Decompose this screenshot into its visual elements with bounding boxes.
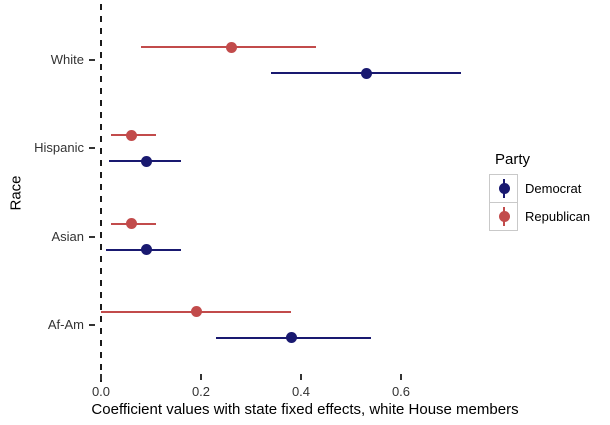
x-tick-label: 0.6 [391,384,411,399]
x-tick-label: 0.4 [291,384,311,399]
y-axis-tick [89,236,95,238]
legend: Party Democrat Republican [489,151,590,231]
point-estimate-republican-asian [125,218,137,230]
x-tick-label: 0.0 [91,384,111,399]
point-estimate-democrat-hispanic [140,155,152,167]
x-axis-tick [200,374,202,380]
legend-key [489,202,518,231]
legend-entry-republican: Republican [489,202,590,231]
x-tick-label: 0.2 [191,384,211,399]
legend-key [489,174,518,203]
legend-label: Democrat [525,181,582,196]
point-estimate-democrat-af-am [285,332,297,344]
x-axis-tick [300,374,302,380]
point-estimate-democrat-asian [140,244,152,256]
point-estimate-democrat-white [360,67,372,79]
point-glyph-icon [499,211,510,222]
x-axis-tick [400,374,402,380]
zero-reference-line [100,4,102,383]
y-axis-title: Race [7,175,25,211]
y-category-label-afam: Af-Am [47,317,84,332]
y-axis-tick [89,324,95,326]
x-axis-tick [100,374,102,380]
point-glyph-icon [499,183,510,194]
x-axis-title: Coefficient values with state fixed effe… [91,401,519,418]
y-category-label-hispanic: Hispanic [34,140,84,155]
point-estimate-republican-hispanic [125,129,137,141]
legend-label: Republican [525,209,591,224]
y-category-label-asian: Asian [51,229,84,244]
legend-title: Party [495,151,531,168]
y-axis-tick [89,59,95,61]
y-axis-tick [89,147,95,149]
y-category-label-white: White [50,52,84,67]
point-estimate-republican-af-am [190,306,202,318]
legend-entry-democrat: Democrat [489,174,590,203]
point-estimate-republican-white [225,41,237,53]
